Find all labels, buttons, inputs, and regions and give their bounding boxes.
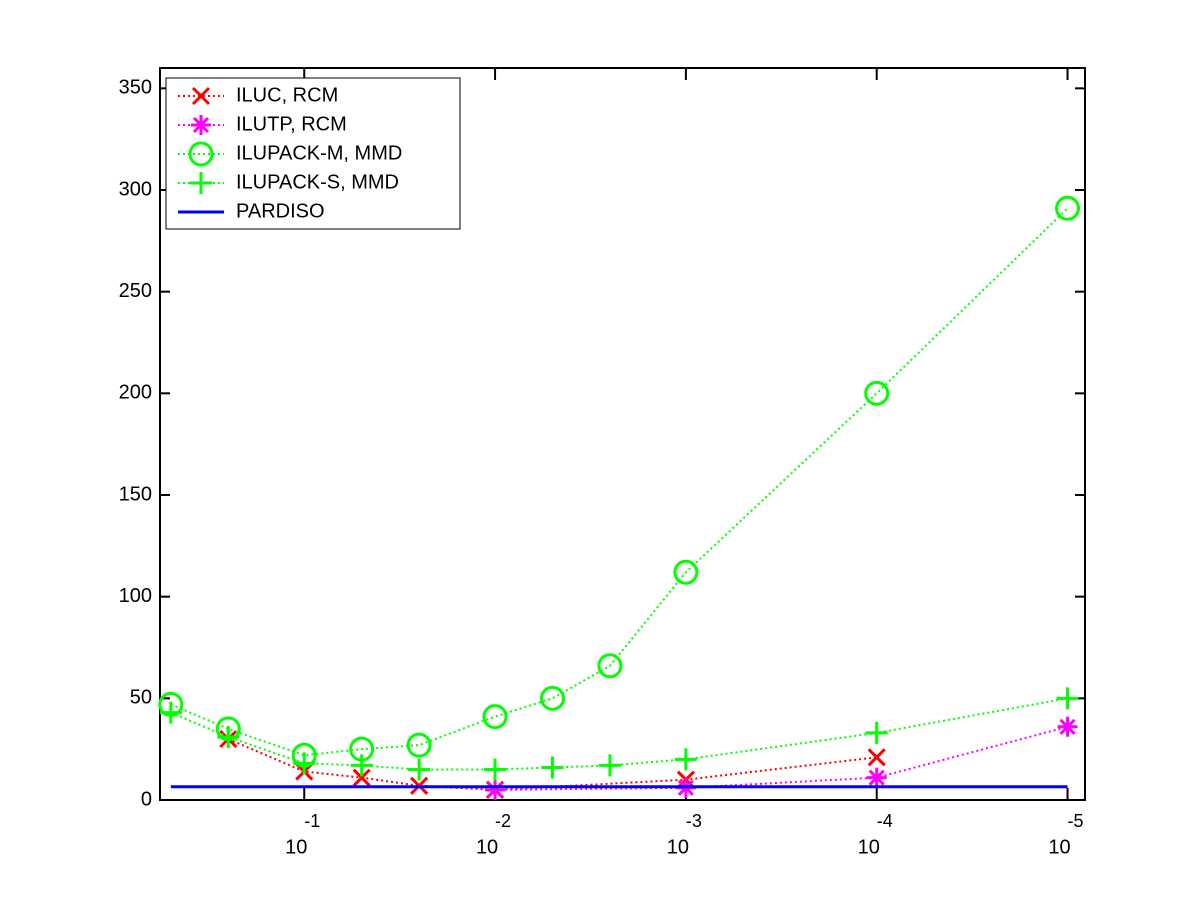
marker <box>485 779 506 800</box>
marker <box>673 559 699 585</box>
y-tick-label: 100 <box>119 585 152 607</box>
marker <box>674 748 697 771</box>
marker <box>482 704 508 730</box>
marker <box>352 768 371 787</box>
marker <box>597 653 623 679</box>
legend-marker <box>190 172 212 194</box>
legend-label: ILUPACK-M, MMD <box>236 142 402 164</box>
x-tick-label: 10 <box>476 836 498 858</box>
x-tick-exponent: -4 <box>877 811 893 831</box>
y-tick-label: 250 <box>119 280 152 302</box>
marker <box>598 754 621 777</box>
marker <box>1056 687 1079 710</box>
x-tick-exponent: -1 <box>304 811 320 831</box>
marker <box>540 685 566 711</box>
marker <box>541 756 564 779</box>
marker <box>217 725 240 748</box>
marker <box>864 380 890 406</box>
series-line <box>495 725 1068 791</box>
x-tick-label: 10 <box>1048 836 1070 858</box>
x-tick-exponent: -2 <box>495 811 511 831</box>
marker <box>1055 195 1081 221</box>
marker <box>406 732 432 758</box>
marker <box>867 748 886 767</box>
legend-marker <box>191 115 211 135</box>
marker <box>350 754 373 777</box>
legend-label: ILUPACK-S, MMD <box>236 171 399 193</box>
y-tick-label: 200 <box>119 382 152 404</box>
x-tick-exponent: -3 <box>686 811 702 831</box>
x-tick-label: 10 <box>667 836 689 858</box>
legend-label: ILUC, RCM <box>236 84 338 106</box>
marker <box>293 752 316 775</box>
x-tick-label: 10 <box>285 836 307 858</box>
y-tick-label: 300 <box>119 178 152 200</box>
legend-label: PARDISO <box>236 200 325 222</box>
y-tick-label: 50 <box>130 687 152 709</box>
series-line <box>170 697 1068 771</box>
marker <box>1057 716 1078 737</box>
legend-marker <box>191 86 211 106</box>
marker <box>484 758 507 781</box>
legend-label: ILUTP, RCM <box>236 113 347 135</box>
y-tick-label: 350 <box>119 77 152 99</box>
y-tick-label: 0 <box>141 788 152 810</box>
series-line <box>170 207 1069 757</box>
x-tick-label: 10 <box>858 836 880 858</box>
marker <box>408 758 431 781</box>
marker <box>159 701 182 724</box>
marker <box>865 721 888 744</box>
marker <box>866 767 887 788</box>
legend-marker <box>188 141 214 167</box>
y-tick-label: 150 <box>119 483 152 505</box>
x-tick-exponent: -5 <box>1068 811 1084 831</box>
